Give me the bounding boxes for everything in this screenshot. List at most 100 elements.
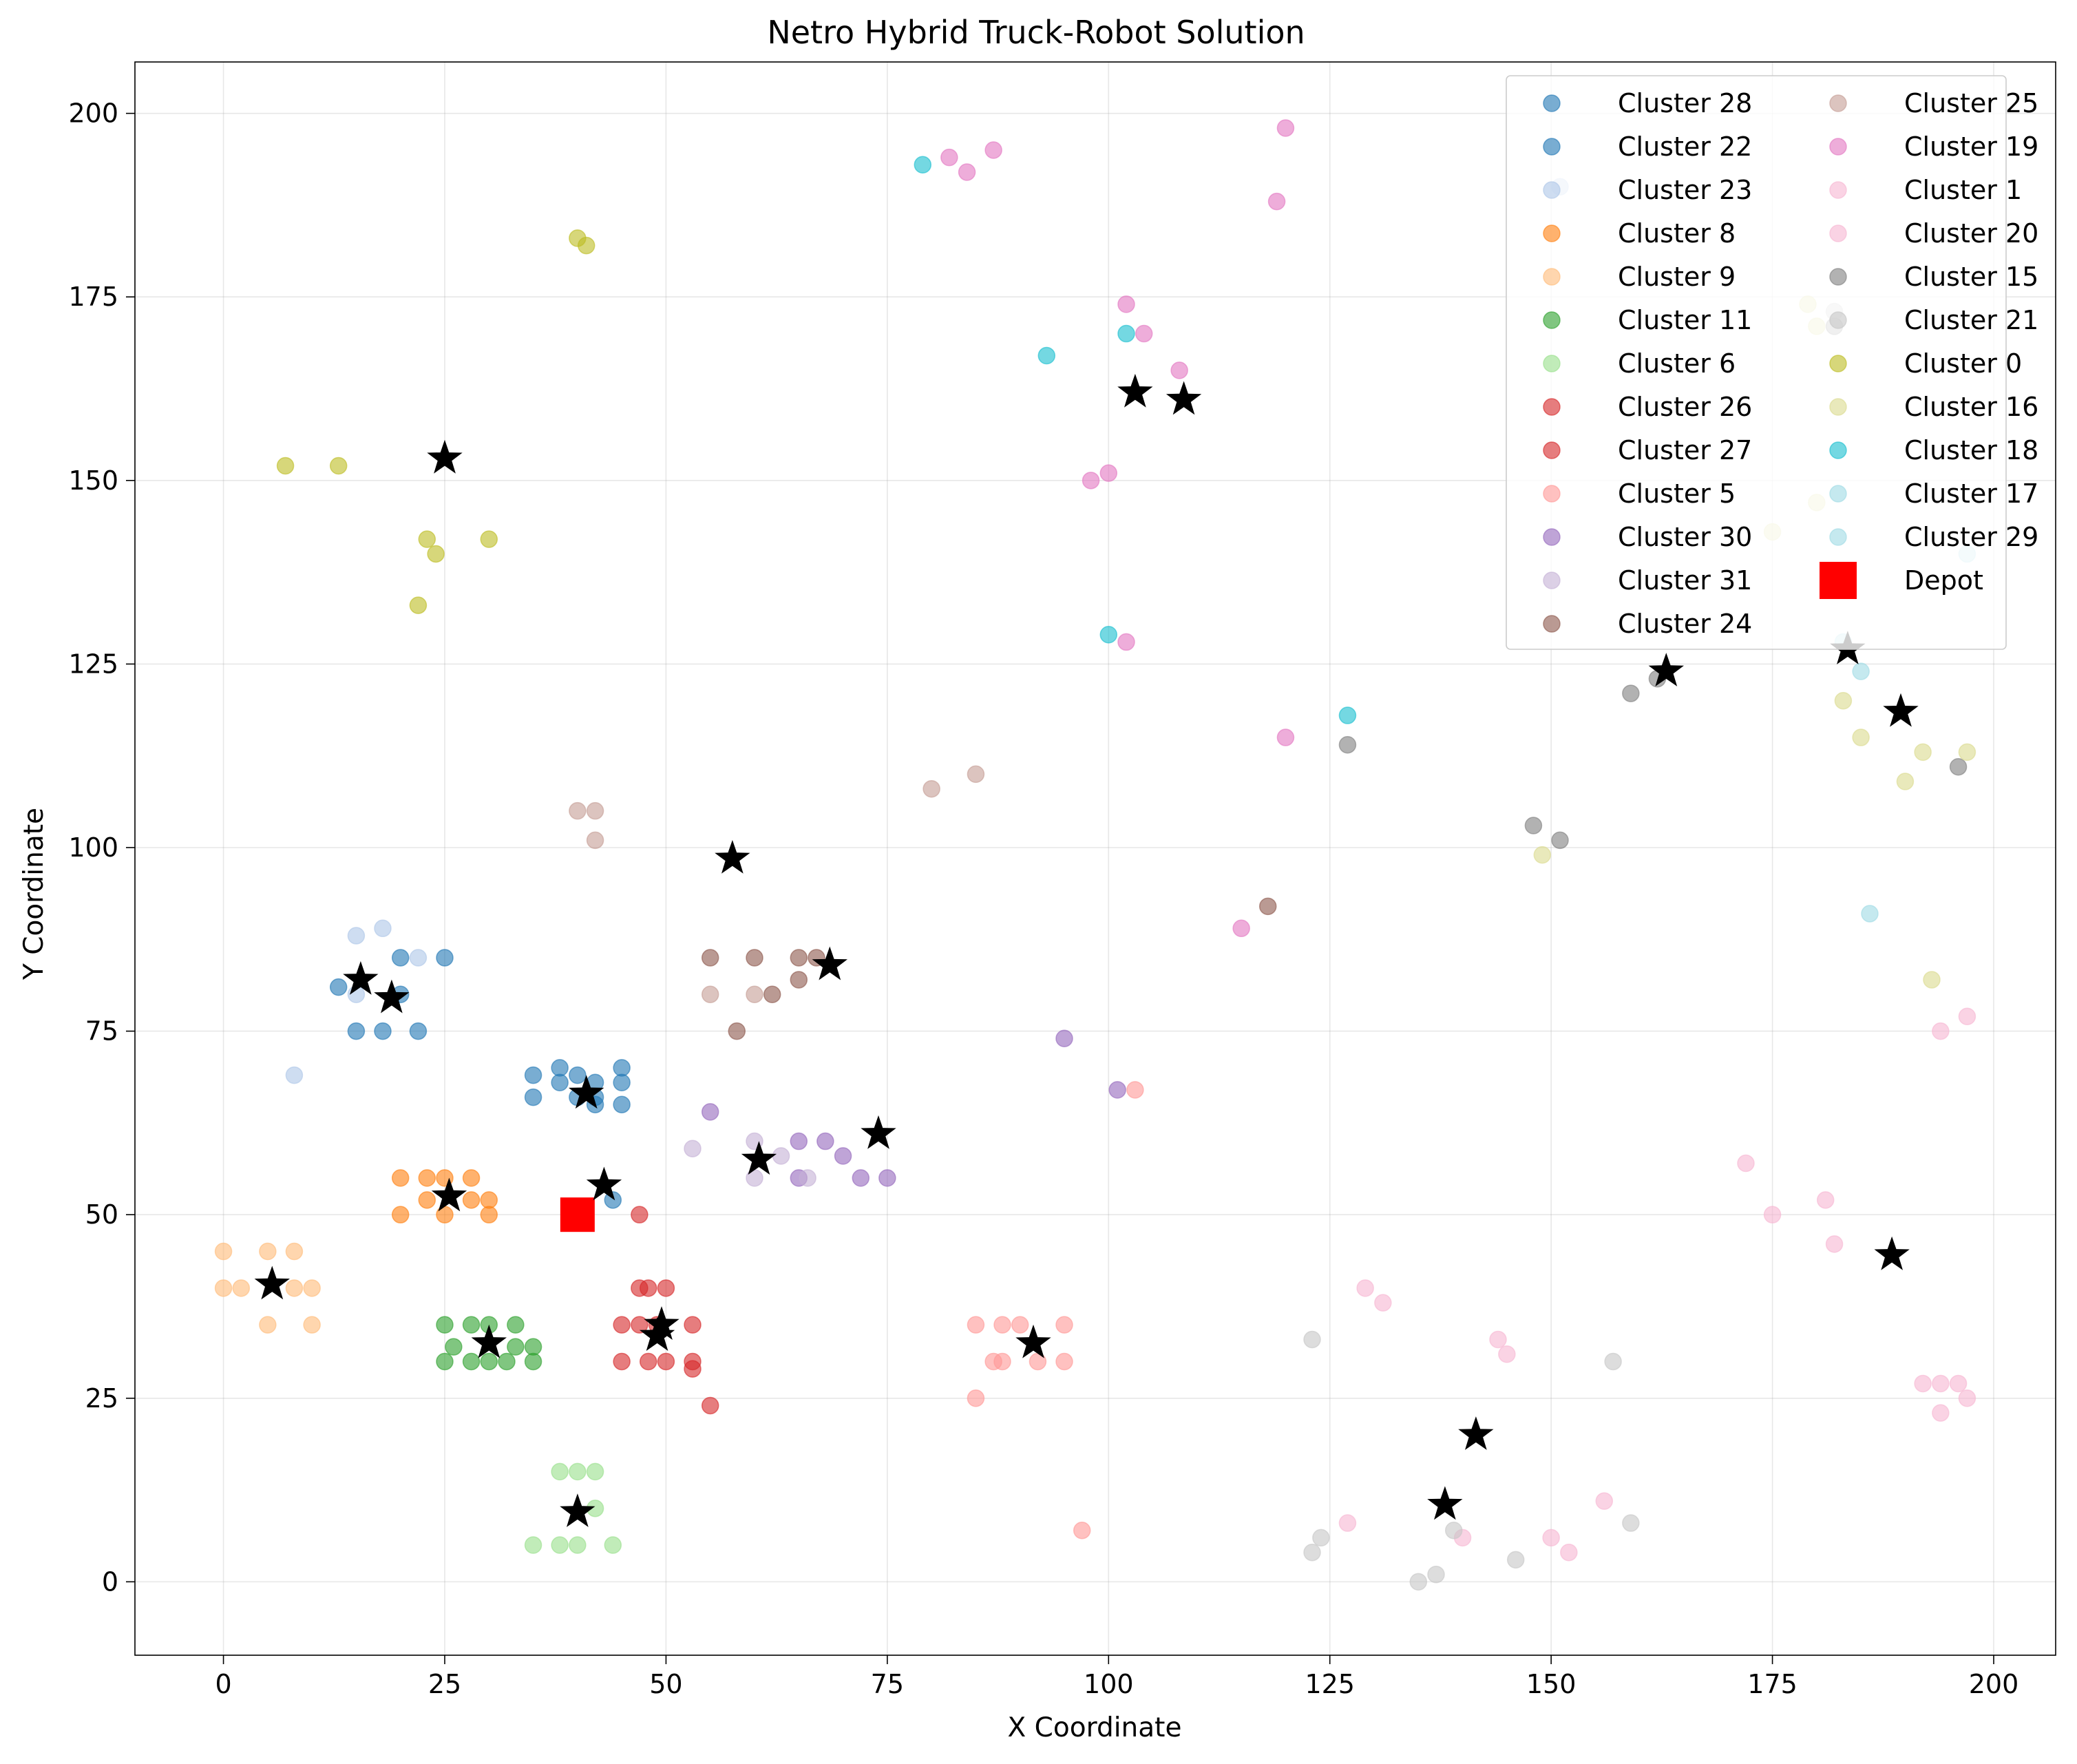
- data-point: [1932, 1404, 1950, 1422]
- data-point: [746, 949, 763, 967]
- data-point: [922, 779, 940, 798]
- data-point: [586, 831, 604, 850]
- axes: 0 25 50 75 100 125 150 175 200 0 25 50 75 100 125 150 17…: [68, 61, 2056, 1699]
- data-point: [480, 1191, 498, 1209]
- data-point: [507, 1338, 525, 1356]
- data-point: [391, 949, 410, 967]
- legend-marker: [1829, 485, 1847, 503]
- data-point: [772, 1147, 790, 1165]
- data-point: [1108, 1081, 1126, 1099]
- legend-item-cluster-11: Cluster 11: [1543, 305, 1752, 335]
- y-tick-label: 100: [68, 832, 118, 863]
- legend-item-cluster-25: Cluster 25: [1829, 88, 2038, 118]
- legend-item-cluster-17: Cluster 17: [1829, 479, 2038, 509]
- legend-label: Cluster 8: [1618, 218, 1736, 249]
- legend-item-cluster-0: Cluster 0: [1829, 348, 2022, 379]
- data-point: [1825, 1235, 1844, 1253]
- data-point: [409, 1022, 428, 1040]
- station-star: [1883, 693, 1919, 727]
- legend-label: Cluster 6: [1618, 348, 1736, 379]
- y-tick-label: 150: [68, 465, 118, 496]
- data-point: [639, 1352, 657, 1371]
- legend-label: Cluster 29: [1904, 522, 2038, 552]
- data-point: [285, 1242, 304, 1261]
- station-star: [254, 1266, 290, 1300]
- data-point: [1914, 1374, 1932, 1393]
- legend-item-cluster-27: Cluster 27: [1543, 435, 1752, 465]
- legend-item-cluster-8: Cluster 8: [1543, 218, 1736, 249]
- data-point: [1117, 633, 1135, 651]
- station-star: [1117, 373, 1153, 408]
- data-point: [480, 1206, 498, 1224]
- y-tick-label: 125: [68, 649, 118, 679]
- data-point: [524, 1338, 542, 1356]
- legend-marker: [1543, 138, 1561, 156]
- data-point: [1737, 1154, 1755, 1173]
- data-point: [569, 1536, 587, 1554]
- series-cluster-8: [391, 1169, 498, 1224]
- data-point: [391, 1206, 410, 1224]
- data-point: [684, 1316, 702, 1334]
- legend-marker: [1829, 355, 1847, 372]
- legend-item-cluster-21: Cluster 21: [1829, 305, 2038, 335]
- legend-label: Cluster 11: [1618, 305, 1752, 335]
- data-point: [1338, 706, 1357, 724]
- legend-label: Cluster 31: [1618, 565, 1752, 596]
- data-point: [613, 1073, 631, 1091]
- data-point: [1338, 735, 1357, 754]
- x-tick-label: 175: [1747, 1669, 1797, 1699]
- legend-item-cluster-30: Cluster 30: [1543, 522, 1752, 552]
- legend-label: Cluster 15: [1904, 262, 2038, 292]
- data-point: [285, 1279, 304, 1297]
- depot-marker: [560, 1197, 595, 1232]
- data-point: [524, 1066, 542, 1084]
- station-star: [1458, 1416, 1494, 1450]
- data-point: [657, 1279, 675, 1297]
- data-point: [1117, 295, 1135, 313]
- legend-item-depot: Depot: [1820, 562, 1983, 599]
- data-point: [790, 949, 808, 967]
- data-point: [1258, 897, 1277, 916]
- data-point: [1763, 1206, 1782, 1224]
- data-point: [480, 1352, 498, 1371]
- data-point: [914, 156, 932, 174]
- data-point: [436, 1206, 454, 1224]
- data-point: [958, 163, 976, 181]
- legend-marker: [1543, 571, 1561, 589]
- chart-title: Netro Hybrid Truck-Robot Solution: [767, 14, 1305, 51]
- y-tick-label: 75: [85, 1016, 118, 1047]
- data-point: [967, 765, 985, 784]
- data-point: [1082, 472, 1100, 490]
- data-point: [728, 1022, 746, 1040]
- legend-marker: [1543, 615, 1561, 633]
- data-point: [409, 949, 428, 967]
- data-point: [1560, 1543, 1578, 1562]
- station-star: [861, 1115, 896, 1149]
- data-point: [816, 1132, 834, 1151]
- legend-item-cluster-6: Cluster 6: [1543, 348, 1736, 379]
- series-cluster-25: [569, 765, 985, 1004]
- data-point: [746, 985, 763, 1004]
- data-point: [577, 236, 595, 255]
- station-star: [1648, 653, 1684, 686]
- data-point: [1409, 1573, 1428, 1591]
- station-star: [741, 1141, 777, 1175]
- data-point: [551, 1462, 569, 1481]
- data-point: [984, 141, 1002, 159]
- series-cluster-11: [436, 1316, 542, 1371]
- data-point: [1852, 728, 1870, 746]
- data-point: [524, 1536, 542, 1554]
- station-star: [644, 1306, 679, 1340]
- y-tick-label: 50: [85, 1199, 118, 1230]
- data-point: [586, 1462, 604, 1481]
- data-point: [259, 1242, 277, 1261]
- data-point: [1011, 1316, 1029, 1334]
- series-cluster-9: [214, 1242, 321, 1334]
- legend-label: Cluster 23: [1618, 175, 1752, 205]
- data-point: [1949, 1374, 1968, 1393]
- data-point: [631, 1206, 649, 1224]
- data-point: [569, 1462, 587, 1481]
- data-point: [1303, 1330, 1321, 1349]
- data-point: [684, 1360, 702, 1378]
